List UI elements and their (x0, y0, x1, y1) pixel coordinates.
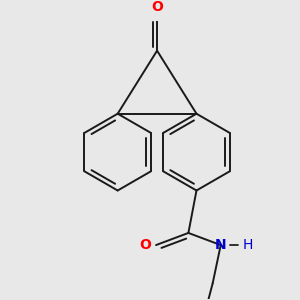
Text: N: N (215, 238, 226, 252)
Text: O: O (151, 0, 163, 14)
Text: O: O (139, 238, 151, 252)
Text: H: H (243, 238, 253, 252)
